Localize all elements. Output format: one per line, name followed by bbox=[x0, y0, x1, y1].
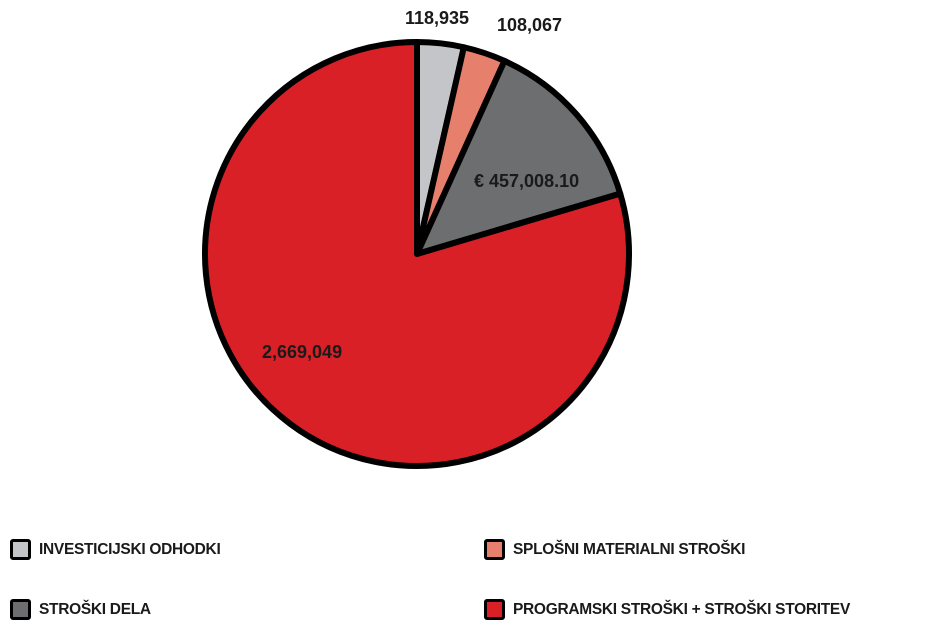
data-label-programski: 2,669,049 bbox=[262, 342, 342, 362]
legend-label-programski: PROGRAMSKI STROŠKI + STROŠKI STORITEV bbox=[513, 600, 850, 618]
pie-data-labels: 118,935 108,067 € 457,008.10 2,669,049 bbox=[262, 8, 579, 362]
legend-label-investicijski: INVESTICIJSKI ODHODKI bbox=[39, 540, 221, 558]
legend-item-investicijski: INVESTICIJSKI ODHODKI bbox=[10, 539, 221, 560]
legend-swatch-splosni bbox=[484, 539, 505, 560]
data-label-stroski-dela: € 457,008.10 bbox=[474, 171, 579, 191]
pie-chart: 118,935 108,067 € 457,008.10 2,669,049 bbox=[202, 8, 632, 469]
legend-label-splosni: SPLOŠNI MATERIALNI STROŠKI bbox=[513, 540, 746, 558]
legend: INVESTICIJSKI ODHODKI SPLOŠNI MATERIALNI… bbox=[0, 520, 931, 628]
legend-swatch-investicijski bbox=[10, 539, 31, 560]
pie-slices bbox=[202, 39, 632, 469]
data-label-splosni: 108,067 bbox=[497, 15, 562, 35]
pie-slice-programski bbox=[202, 39, 632, 469]
legend-swatch-stroski-dela bbox=[10, 599, 31, 620]
legend-item-stroski-dela: STROŠKI DELA bbox=[10, 599, 151, 620]
legend-swatch-programski bbox=[484, 599, 505, 620]
data-label-investicijski: 118,935 bbox=[405, 8, 469, 28]
legend-item-programski: PROGRAMSKI STROŠKI + STROŠKI STORITEV bbox=[484, 599, 850, 620]
legend-label-stroski-dela: STROŠKI DELA bbox=[39, 600, 151, 618]
legend-item-splosni: SPLOŠNI MATERIALNI STROŠKI bbox=[484, 539, 745, 560]
